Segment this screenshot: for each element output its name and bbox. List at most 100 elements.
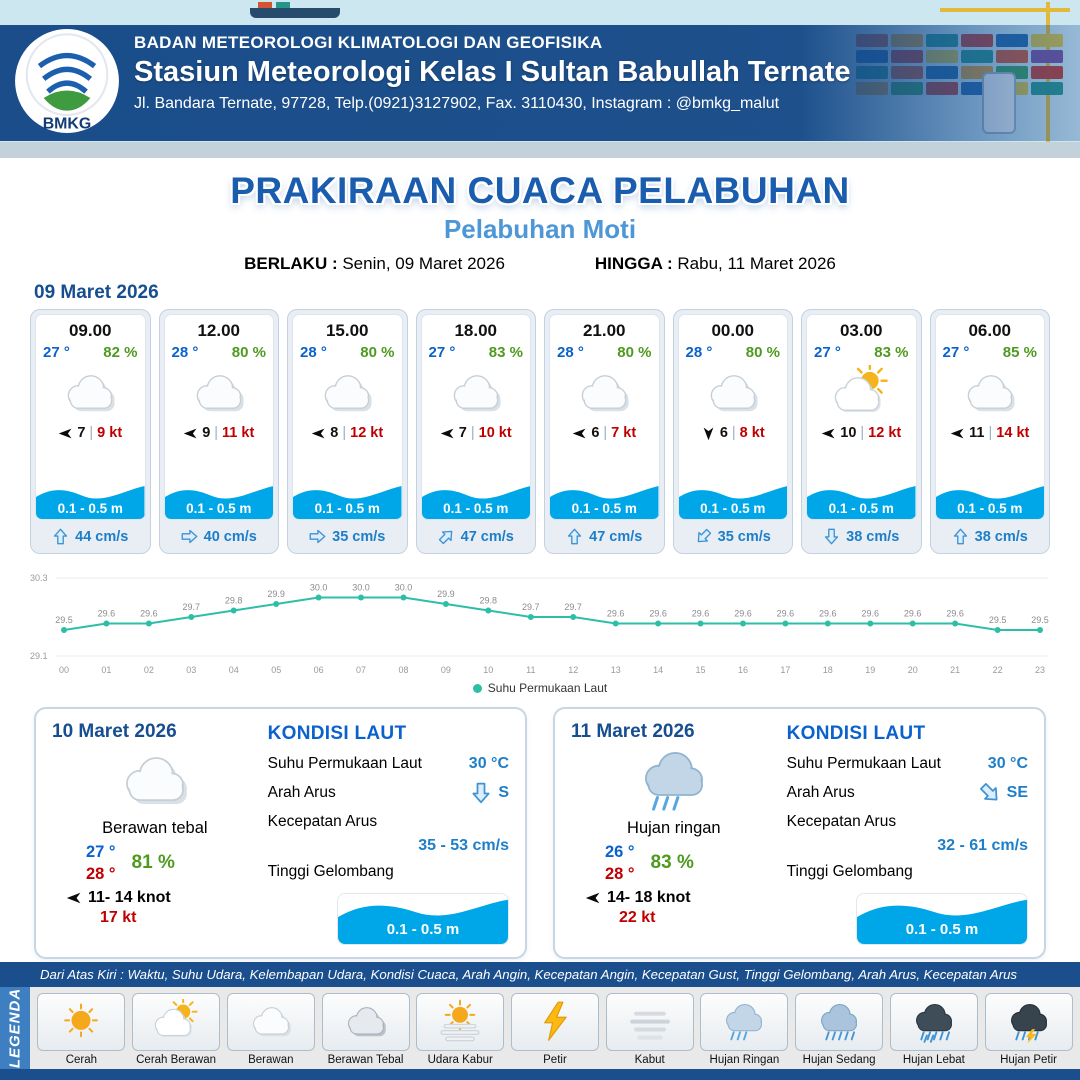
- weather-icon: [422, 362, 531, 424]
- wave-height-value: 0.1 - 0.5 m: [386, 921, 460, 938]
- svg-text:20: 20: [908, 665, 918, 675]
- legend-item-label: Hujan Petir: [1000, 1054, 1057, 1066]
- current-speed-label: Kecepatan Arus: [786, 813, 897, 830]
- legend-item-label: Hujan Ringan: [709, 1054, 780, 1066]
- svg-text:29.7: 29.7: [183, 602, 201, 612]
- wave-height-value: 0.1 - 0.5 m: [957, 501, 1023, 516]
- wind-direction-icon: [183, 426, 198, 441]
- hourly-forecast-row: 09.00 27 ° 82 % 7 | 9 kt 0.1 - 0.5 m 44 …: [30, 309, 1050, 554]
- svg-text:03: 03: [186, 665, 196, 675]
- sea-conditions-title: KONDISI LAUT: [267, 723, 407, 744]
- current-speed-value: 35 - 53 cm/s: [418, 837, 509, 854]
- legend-items: Cerah Cerah Berawan Berawan Berawan Teba…: [30, 987, 1080, 1069]
- legend-item: Berawan: [225, 993, 317, 1066]
- berlaku-value: Senin, 09 Maret 2026: [342, 254, 505, 273]
- wind-row: 6 | 8 kt: [679, 425, 788, 441]
- daily-humidity: 81 %: [131, 852, 175, 874]
- legend-section: Dari Atas Kiri : Waktu, Suhu Udara, Kele…: [0, 962, 1080, 1080]
- sst-value: 30 °C: [468, 755, 509, 772]
- legend-weather-icon: [795, 993, 884, 1051]
- wind-speed-value: 8: [330, 425, 339, 441]
- svg-text:13: 13: [611, 665, 621, 675]
- forecast-date: 09 Maret 2026: [34, 282, 159, 303]
- current-row: 38 cm/s: [935, 520, 1046, 553]
- separator: |: [89, 425, 94, 441]
- chart-legend-label: Suhu Permukaan Laut: [487, 681, 608, 695]
- legend-weather-icon: [700, 993, 789, 1051]
- weather-icon: [165, 362, 274, 424]
- title-section: PRAKIRAAN CUACA PELABUHAN Pelabuhan Moti…: [0, 158, 1080, 274]
- weather-icon: [807, 362, 916, 424]
- current-direction-label: Arah Arus: [267, 784, 336, 801]
- current-speed-value: 38 cm/s: [846, 528, 900, 545]
- wave-height-band: 0.1 - 0.5 m: [550, 482, 659, 519]
- weather-icon: [550, 362, 659, 424]
- wave-height-band: 0.1 - 0.5 m: [164, 482, 273, 519]
- wind-gust-value: 7 kt: [611, 425, 637, 441]
- legend-item: Hujan Lebat: [888, 993, 980, 1066]
- wind-direction-icon: [311, 426, 326, 441]
- temperature-value: 28 °: [557, 344, 584, 361]
- svg-text:09: 09: [441, 665, 451, 675]
- legend-item: Udara Kabur: [414, 993, 506, 1066]
- legend-title-strip: LEGENDA: [0, 987, 30, 1069]
- daily-humidity: 83 %: [650, 852, 694, 874]
- daily-forecast-card: 10 Maret 2026 Berawan tebal 27 ° 28 ° 81…: [34, 707, 527, 959]
- hourly-forecast-card: 21.00 28 ° 80 % 6 | 7 kt 0.1 - 0.5 m 47 …: [544, 309, 665, 554]
- current-direction-icon: [695, 528, 712, 545]
- wave-height-graphic: 0.1 - 0.5 m: [337, 893, 509, 945]
- current-row: 44 cm/s: [35, 520, 146, 553]
- wind-speed-value: 11: [969, 425, 985, 441]
- legend-item-label: Kabut: [634, 1054, 665, 1066]
- humidity-value: 83 %: [874, 344, 909, 361]
- svg-text:00: 00: [59, 665, 69, 675]
- time-label: 03.00: [839, 321, 883, 340]
- separator: |: [731, 425, 736, 441]
- current-direction-icon: [979, 782, 1001, 804]
- svg-text:29.8: 29.8: [225, 596, 243, 606]
- daily-weather-icon: [571, 743, 777, 819]
- svg-text:14: 14: [653, 665, 663, 675]
- legend-bottom-bar: [0, 1069, 1080, 1080]
- legend-weather-icon: [605, 993, 694, 1051]
- wave-height-label: Tinggi Gelombang: [267, 863, 394, 880]
- daily-condition: Hujan ringan: [627, 819, 721, 837]
- legend-item-label: Cerah Berawan: [136, 1054, 217, 1066]
- svg-text:11: 11: [526, 665, 535, 675]
- current-direction-value: S: [498, 784, 509, 801]
- daily-temp-max: 28 °: [86, 865, 116, 884]
- current-direction-icon: [309, 528, 326, 545]
- wave-height-band: 0.1 - 0.5 m: [36, 482, 145, 519]
- header: BMKG BADAN METEOROLOGI KLIMATOLOGI DAN G…: [0, 0, 1080, 158]
- legend-item: Hujan Sedang: [793, 993, 885, 1066]
- legend-weather-icon: [889, 993, 978, 1051]
- legend-weather-icon: [37, 993, 126, 1051]
- wave-height-band: 0.1 - 0.5 m: [421, 482, 530, 519]
- validity-period: BERLAKU : Senin, 09 Maret 2026 HINGGA : …: [0, 254, 1080, 274]
- daily-temp-max: 28 °: [605, 865, 635, 884]
- legend-weather-icon: [984, 993, 1073, 1051]
- svg-text:29.6: 29.6: [734, 609, 752, 619]
- temperature-value: 28 °: [300, 344, 327, 361]
- current-direction-icon: [823, 528, 840, 545]
- daily-forecast-card: 11 Maret 2026 Hujan ringan 26 ° 28 ° 83 …: [553, 707, 1046, 959]
- weather-icon: [936, 362, 1045, 424]
- svg-text:29.6: 29.6: [692, 609, 710, 619]
- berlaku-label: BERLAKU :: [244, 254, 338, 273]
- wind-gust-value: 9 kt: [97, 425, 123, 441]
- header-band: [0, 25, 1080, 141]
- daily-temp-min: 27 °: [86, 843, 116, 861]
- svg-text:07: 07: [356, 665, 366, 675]
- wind-speed-value: 7: [77, 425, 86, 441]
- current-speed-value: 38 cm/s: [974, 528, 1028, 545]
- current-row: 38 cm/s: [806, 520, 917, 553]
- station-address: Jl. Bandara Ternate, 97728, Telp.(0921)3…: [134, 95, 780, 112]
- hingga-value: Rabu, 11 Maret 2026: [677, 254, 836, 273]
- sst-chart-svg: 30.3 29.1 29.5 00 29.6 01 29.6 02 29.7 03 29.8 04 29…: [28, 562, 1052, 680]
- port-name: Pelabuhan Moti: [443, 214, 637, 244]
- wind-row: 10 | 12 kt: [807, 425, 916, 441]
- legend-item: Berawan Tebal: [320, 993, 412, 1066]
- current-speed-value: 40 cm/s: [203, 528, 257, 545]
- wave-height-value: 0.1 - 0.5 m: [186, 501, 252, 516]
